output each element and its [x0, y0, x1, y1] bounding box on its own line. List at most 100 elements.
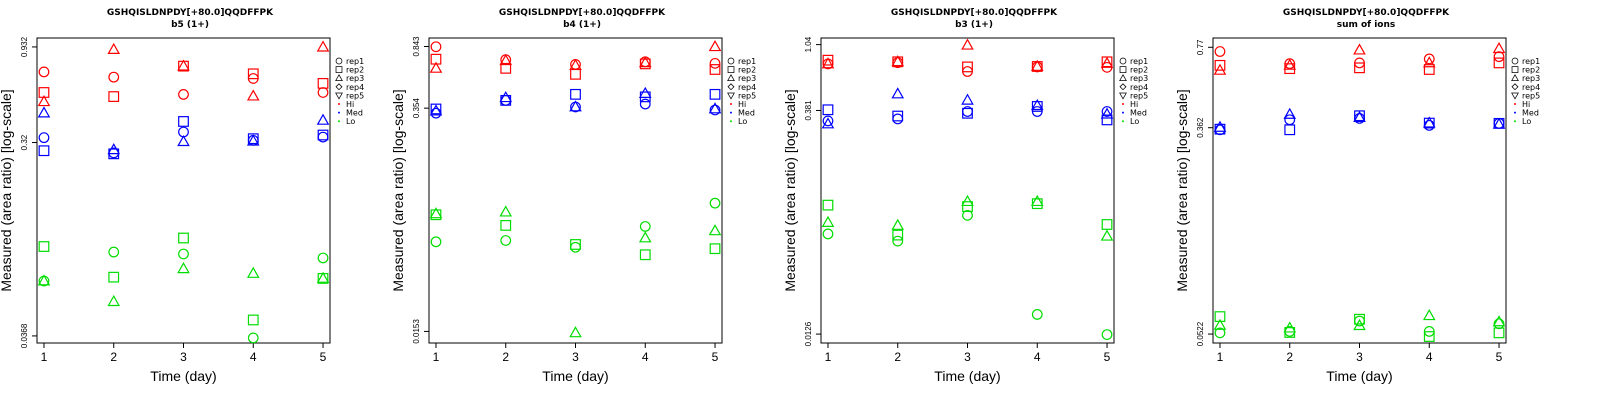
data-point-hi	[1214, 46, 1226, 57]
data-point-med	[1030, 98, 1044, 111]
data-point-med	[37, 106, 51, 118]
legend-rep2-label: rep2	[738, 66, 756, 75]
data-point-hi	[1213, 63, 1227, 75]
x-tick-label: 2	[110, 350, 117, 364]
legend-med-symbol	[338, 111, 340, 114]
x-tick-label: 3	[180, 350, 187, 364]
legend-rep3-symbol	[335, 74, 343, 81]
data-point-hi	[709, 57, 721, 69]
data-point-med	[639, 98, 651, 110]
legend-rep2-symbol	[1119, 66, 1127, 73]
legend-lo-label: Lo	[1130, 117, 1139, 126]
data-point-lo	[1214, 327, 1226, 339]
data-point-lo	[570, 239, 581, 250]
x-tick-label: 2	[1286, 350, 1293, 364]
legend-hi-symbol	[1514, 103, 1516, 105]
data-point-hi	[638, 56, 652, 68]
data-point-hi	[822, 54, 834, 66]
data-point-hi	[1493, 57, 1505, 69]
y-tick-label: 0.0126	[804, 321, 813, 346]
data-point-med	[1100, 107, 1114, 119]
y-tick-label: 0.0368	[20, 323, 29, 348]
data-point-lo	[1422, 308, 1436, 321]
y-tick-label: 0.932	[20, 36, 29, 57]
x-tick-label: 4	[1426, 350, 1433, 364]
data-point-med	[247, 133, 259, 145]
legend-rep4-symbol	[1119, 83, 1127, 91]
legend-lo-label: Lo	[346, 117, 355, 126]
data-point-med	[178, 116, 189, 127]
data-point-hi	[37, 94, 51, 107]
data-point-lo	[430, 209, 442, 221]
legend-rep5-label: rep5	[1522, 91, 1540, 100]
data-point-lo	[1353, 318, 1366, 331]
y-tick-label: 0.32	[20, 134, 29, 150]
legend-rep5-label: rep5	[346, 91, 364, 100]
data-point-lo	[107, 294, 121, 307]
data-point-med	[1031, 101, 1043, 112]
legend-rep2-label: rep2	[346, 66, 364, 75]
x-tick-label: 5	[712, 350, 719, 364]
data-point-hi	[1422, 56, 1436, 68]
y-tick-label: 0.0522	[1196, 321, 1205, 346]
data-point-lo	[1354, 313, 1365, 325]
legend-hi-label: Hi	[1522, 100, 1530, 109]
legend-hi-symbol	[730, 103, 732, 105]
data-point-lo	[961, 194, 974, 207]
x-tick-label: 4	[1034, 350, 1041, 364]
data-point-med	[569, 100, 582, 112]
data-point-hi	[429, 61, 443, 73]
data-point-hi	[569, 58, 582, 70]
legend-hi-label: Hi	[738, 100, 746, 109]
data-point-med	[1101, 114, 1113, 126]
data-point-lo	[37, 274, 51, 286]
data-point-med	[961, 93, 974, 105]
data-point-lo	[822, 228, 834, 240]
y-axis-label: Measured (area ratio) [log-scale]	[1174, 89, 1190, 291]
x-tick-label: 4	[250, 350, 257, 364]
data-point-lo	[108, 246, 120, 258]
data-point-lo	[499, 205, 513, 217]
data-point-lo	[1030, 194, 1044, 207]
data-point-hi	[821, 57, 835, 69]
chart-panel-4: GSHQISLDNPDY[+80.0]QQDFFPK sum of ions 1 2 3…	[1174, 8, 1540, 384]
legend-rep3-symbol	[1511, 74, 1519, 81]
data-point-med	[1213, 120, 1227, 132]
legend-rep3-label: rep3	[1522, 74, 1540, 83]
data-point-hi	[891, 55, 905, 67]
legend-rep1-label: rep1	[738, 57, 756, 66]
data-point-hi	[709, 64, 721, 75]
data-point-lo	[247, 314, 259, 326]
data-point-med	[246, 134, 260, 146]
legend-rep3-symbol	[1119, 74, 1127, 81]
legend-rep2-label: rep2	[1130, 66, 1148, 75]
legend-rep1-label: rep1	[1130, 57, 1148, 66]
legend-rep5-symbol	[727, 92, 735, 100]
data-point-lo	[1493, 327, 1505, 339]
legend-rep3-label: rep3	[738, 74, 756, 83]
data-point-hi	[1492, 41, 1506, 54]
data-point-hi	[1353, 43, 1366, 55]
x-axis-label: Time (day)	[150, 368, 216, 384]
legend-rep5-label: rep5	[1130, 91, 1148, 100]
chart-subtitle: b3 (1+)	[955, 20, 993, 30]
data-point-med	[822, 104, 834, 116]
data-point-hi	[38, 66, 50, 78]
legend-rep1-label: rep1	[346, 57, 364, 66]
legend-rep2-label: rep2	[1522, 66, 1540, 75]
data-point-lo	[708, 224, 722, 236]
y-tick-label: 0.77	[1196, 39, 1205, 55]
data-point-lo	[1213, 318, 1227, 330]
data-point-med	[38, 132, 50, 144]
data-point-med	[430, 103, 442, 115]
data-point-lo	[500, 235, 512, 246]
data-point-hi	[247, 68, 259, 80]
data-point-med	[708, 102, 722, 114]
data-point-med	[1422, 116, 1436, 128]
legend-hi-label: Hi	[1130, 100, 1138, 109]
data-point-lo	[430, 236, 442, 248]
x-tick-label: 5	[320, 350, 327, 364]
data-point-lo	[429, 207, 443, 219]
legend-lo-symbol	[1122, 120, 1124, 123]
data-point-lo	[892, 235, 904, 247]
